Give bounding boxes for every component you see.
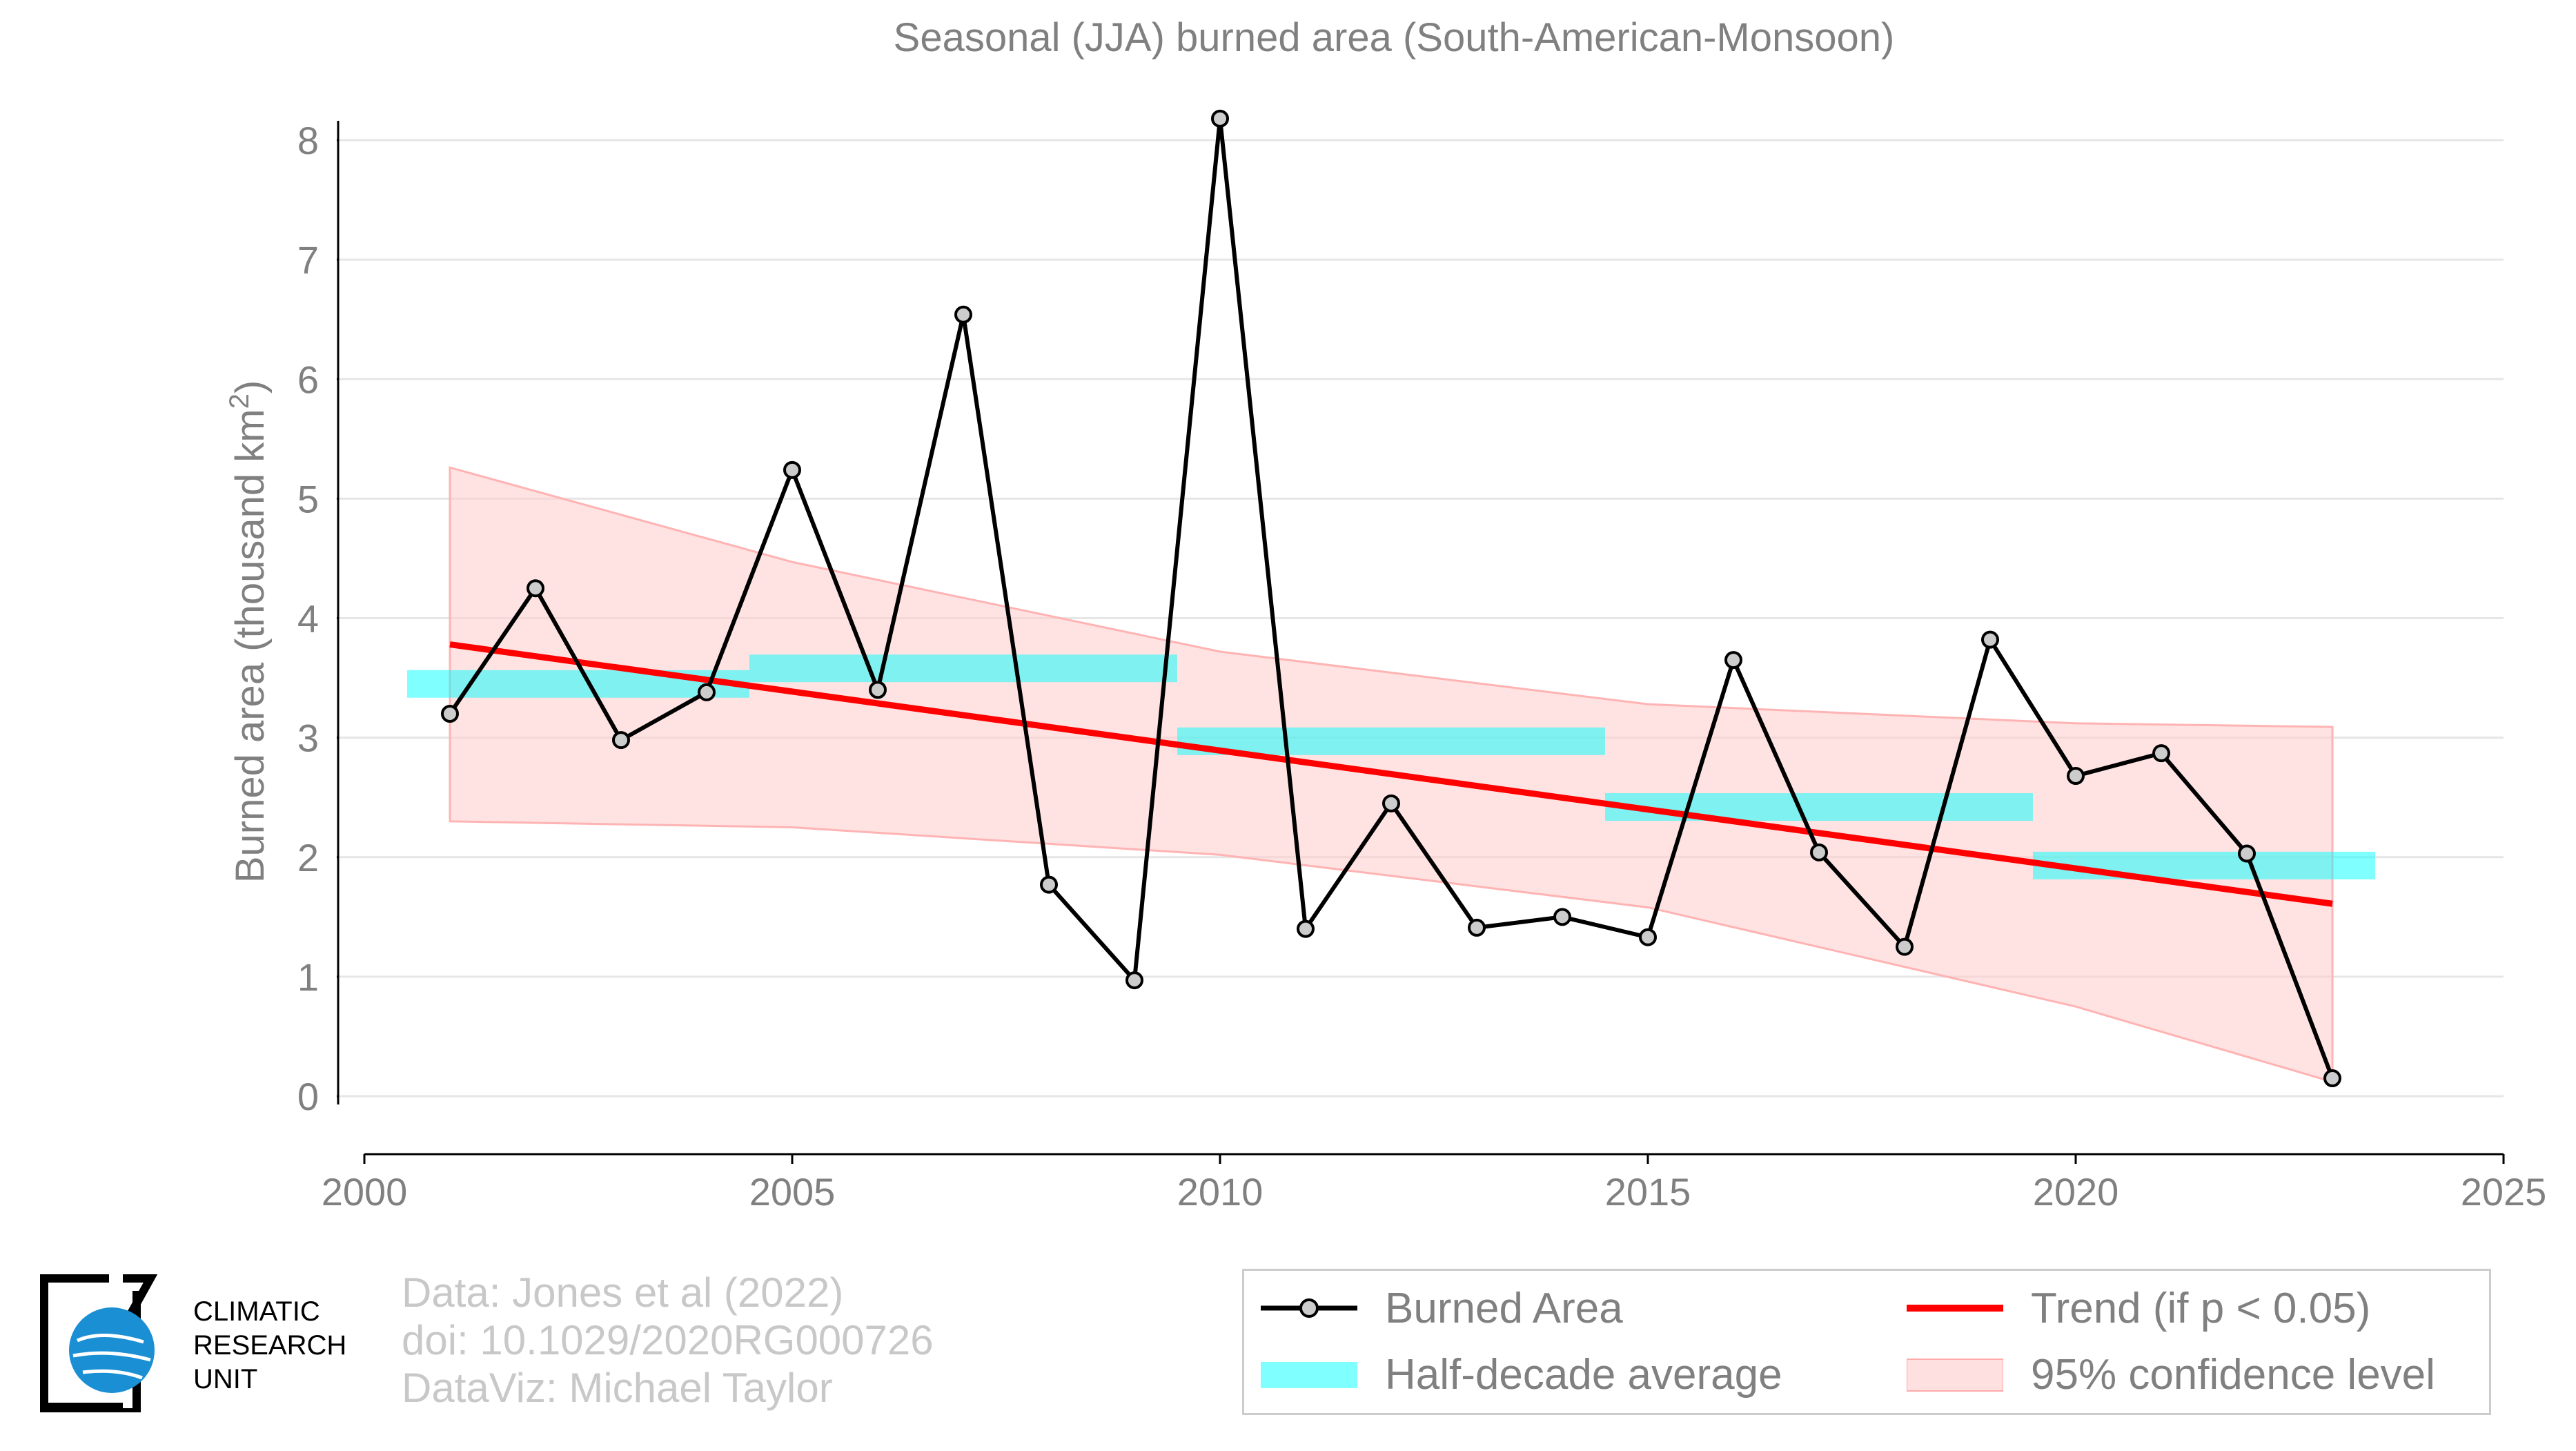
y-tick-label-6: 6 [297, 358, 319, 401]
legend: Burned Area Half-decade average Trend (i… [1242, 1269, 2491, 1415]
x-tick-label-2000: 2000 [322, 1170, 408, 1214]
half-decade-average-layer [407, 654, 2375, 879]
legend-item-confidence: 95% confidence level [1907, 1347, 2435, 1402]
data-point-2009 [1125, 971, 1143, 990]
logo-bracket-icon [40, 1274, 141, 1412]
legend-cyan-bar-icon [1261, 1362, 1357, 1388]
data-point-2003 [612, 731, 630, 750]
data-point-2022 [2238, 844, 2256, 863]
legend-line-marker-icon [1261, 1298, 1357, 1318]
data-point-2018 [1896, 937, 1914, 956]
data-point-2019 [1981, 630, 1999, 649]
y-tick-label-7: 7 [297, 238, 319, 282]
legend-item-half-decade: Half-decade average [1261, 1347, 1782, 1402]
legend-label-confidence: 95% confidence level [2031, 1350, 2435, 1399]
x-tick-label-2010: 2010 [1177, 1170, 1264, 1214]
chart-title: Seasonal (JJA) burned area (South-Americ… [894, 15, 1895, 60]
trend-line [449, 641, 2333, 907]
half-decade-bar-1 [749, 654, 1177, 683]
legend-red-line-icon [1907, 1305, 2003, 1312]
credits-data-source: Data: Jones et al (2022) [402, 1269, 844, 1316]
trend-layer [449, 641, 2333, 907]
cru-logo [40, 1274, 164, 1412]
y-tick-label-0: 0 [297, 1075, 319, 1118]
logo-line-3: UNIT [193, 1364, 258, 1394]
y-tick-label-4: 4 [297, 597, 319, 641]
y-tick-label-5: 5 [297, 477, 319, 520]
data-point-2021 [2152, 744, 2170, 763]
y-tick-label-8: 8 [297, 119, 319, 162]
data-point-2002 [527, 579, 544, 598]
logo-text: CLIMATIC RESEARCH UNIT [193, 1295, 346, 1396]
data-point-2005 [783, 460, 801, 479]
legend-item-trend: Trend (if p < 0.05) [1907, 1280, 2370, 1336]
burned-area-series [441, 109, 2341, 1088]
y-axis-title: Burned area (thousand km2) [224, 380, 273, 883]
logo-line-2: RESEARCH [193, 1330, 347, 1361]
legend-label-trend: Trend (if p < 0.05) [2031, 1284, 2371, 1332]
data-point-2013 [1468, 918, 1486, 937]
legend-item-burned-area: Burned Area [1261, 1280, 1623, 1336]
chart: Seasonal (JJA) burned area (South-Americ… [224, 15, 2546, 1214]
y-tick-label-2: 2 [297, 836, 319, 879]
y-tick-label-3: 3 [297, 717, 319, 760]
data-point-2006 [869, 681, 887, 699]
data-point-2012 [1382, 794, 1400, 812]
data-point-2011 [1297, 919, 1315, 938]
globe-icon [69, 1307, 155, 1393]
data-point-2016 [1724, 651, 1742, 670]
logo-line-1: CLIMATIC [193, 1296, 320, 1327]
legend-label-burned-area: Burned Area [1385, 1284, 1623, 1332]
x-tick-label-2020: 2020 [2033, 1170, 2119, 1214]
data-point-2010 [1211, 109, 1229, 128]
x-tick-label-2015: 2015 [1605, 1170, 1691, 1214]
legend-label-half-decade: Half-decade average [1385, 1350, 1782, 1399]
credits: Data: Jones et al (2022) doi: 10.1029/20… [402, 1269, 934, 1412]
credits-doi: doi: 10.1029/2020RG000726 [402, 1317, 934, 1363]
data-point-2014 [1553, 908, 1571, 926]
data-point-2007 [954, 305, 972, 324]
x-tick-label-2005: 2005 [749, 1170, 836, 1214]
data-point-2001 [441, 705, 459, 723]
half-decade-bar-3 [1605, 793, 2033, 821]
axes: 0 1 2 3 4 5 6 7 8 2000 2005 2010 2015 2020 2025 [297, 119, 2546, 1214]
x-tick-label-2025: 2025 [2461, 1170, 2547, 1214]
data-point-2015 [1639, 928, 1657, 946]
credits-dataviz: DataViz: Michael Taylor [402, 1365, 833, 1411]
y-tick-label-1: 1 [297, 955, 319, 999]
data-point-2008 [1040, 875, 1058, 894]
data-point-2004 [698, 683, 716, 701]
data-point-2017 [1810, 843, 1828, 861]
half-decade-bar-4 [2033, 851, 2375, 879]
legend-pink-band-icon [1907, 1359, 2003, 1392]
data-point-2023 [2323, 1069, 2341, 1088]
half-decade-bar-2 [1177, 727, 1605, 755]
data-point-2020 [2067, 767, 2085, 786]
